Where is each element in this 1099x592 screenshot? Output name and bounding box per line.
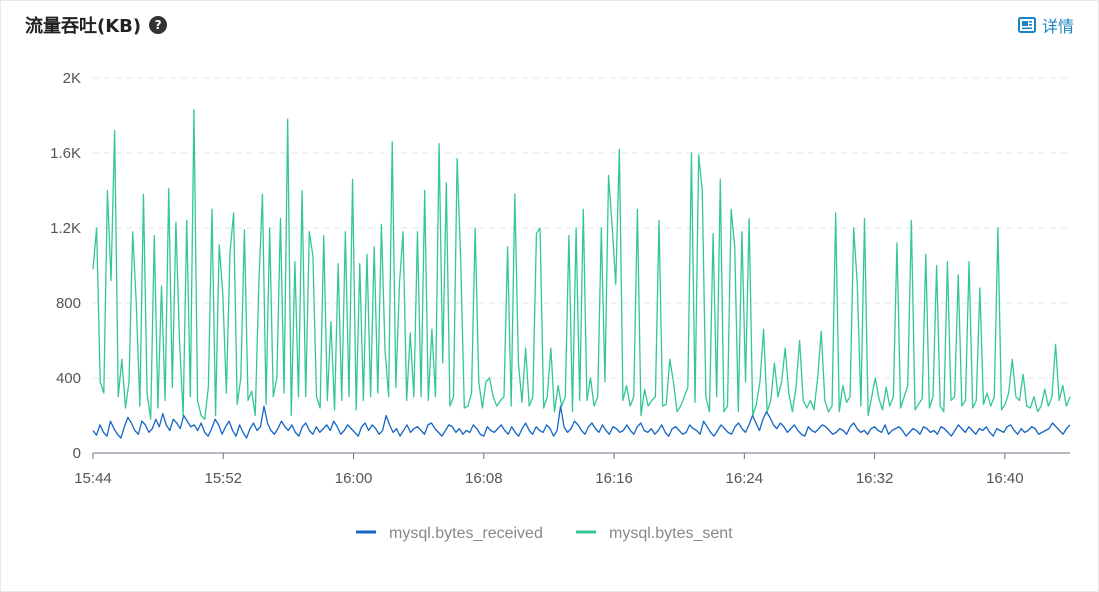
report-icon	[1017, 17, 1036, 33]
x-tick-label: 15:52	[204, 470, 242, 487]
y-tick-label: 2K	[63, 70, 81, 87]
panel-header: 流量吞吐(KB) ? 详情	[25, 11, 1074, 39]
details-label: 详情	[1041, 17, 1074, 36]
y-tick-label: 400	[56, 370, 81, 387]
y-tick-label: 800	[56, 295, 81, 312]
title-group: 流量吞吐(KB) ?	[25, 12, 168, 38]
legend-item[interactable]: mysql.bytes_sent	[576, 525, 733, 542]
legend-label: mysql.bytes_sent	[609, 525, 733, 542]
panel-title: 流量吞吐(KB)	[25, 16, 142, 37]
legend-label: mysql.bytes_received	[389, 525, 543, 542]
x-tick-label: 15:44	[74, 470, 112, 487]
x-tick-label: 16:08	[465, 470, 503, 487]
legend-item[interactable]: mysql.bytes_received	[356, 525, 543, 542]
series-lines	[92, 109, 1071, 439]
x-tick-label: 16:16	[595, 470, 633, 487]
x-tick-label: 16:24	[726, 470, 764, 487]
x-tick-label: 16:00	[335, 470, 373, 487]
question-circle-icon[interactable]: ?	[149, 16, 168, 34]
x-tick-label: 16:40	[986, 470, 1024, 487]
details-link[interactable]: 详情	[1017, 13, 1074, 37]
chart-legend: mysql.bytes_received mysql.bytes_sent	[356, 525, 733, 542]
series-line-mysql-bytes-received[interactable]	[92, 405, 1071, 439]
series-line-mysql-bytes-sent[interactable]	[92, 109, 1071, 420]
axes: 0 400 800 1.2K 1.6K 2K 15:44 15:52 16:00 16:08 16:…	[50, 70, 1070, 487]
y-tick-label: 0	[73, 445, 81, 462]
x-tick-label: 16:32	[856, 470, 894, 487]
y-tick-label: 1.6K	[50, 145, 81, 162]
y-tick-label: 1.2K	[50, 220, 81, 237]
